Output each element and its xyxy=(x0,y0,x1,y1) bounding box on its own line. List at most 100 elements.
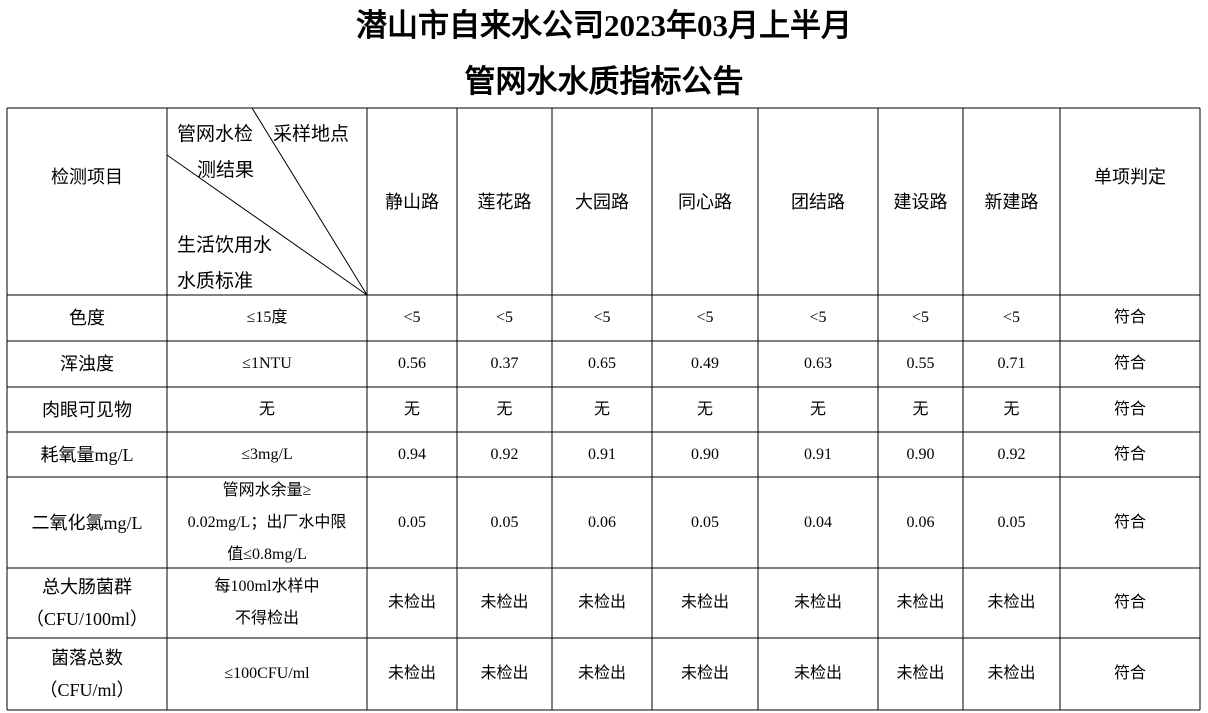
corner-text: 采样地点 xyxy=(273,124,350,145)
result: 未检出 xyxy=(457,568,552,638)
result-text: 无 xyxy=(403,400,420,418)
item: 肉眼可见物 xyxy=(7,387,167,432)
diagonal xyxy=(166,154,368,296)
location-header: 同心路 xyxy=(652,108,758,295)
result-text: 0.56 xyxy=(398,355,426,372)
verdict: 符合 xyxy=(1060,568,1200,638)
standard: 无 xyxy=(167,387,367,432)
location-header-text: 团结路 xyxy=(791,191,845,212)
result-text: 0.63 xyxy=(804,355,832,372)
item: 菌落总数 （CFU/ml） xyxy=(7,638,167,710)
result: 0.92 xyxy=(963,432,1060,477)
result: 0.94 xyxy=(367,432,457,477)
standard-text: ≤100CFU/ml xyxy=(224,665,310,682)
corner-text: 管网水检 xyxy=(177,124,254,145)
result-text: <5 xyxy=(696,309,714,326)
result-text: 未检出 xyxy=(680,665,729,682)
result-text: 未检出 xyxy=(896,594,945,611)
item-text: 耗氧量mg/L xyxy=(40,444,134,465)
result-text: 无 xyxy=(593,400,610,418)
location-header: 新建路 xyxy=(963,108,1060,295)
location-header-text: 同心路 xyxy=(678,191,732,212)
result: 0.90 xyxy=(878,432,963,477)
item-text: 总大肠菌群 xyxy=(42,577,132,597)
result: <5 xyxy=(367,295,457,341)
result: 0.05 xyxy=(367,477,457,568)
result: 0.04 xyxy=(758,477,878,568)
result: 0.05 xyxy=(963,477,1060,568)
item-text: 菌落总数 xyxy=(51,648,123,668)
result: <5 xyxy=(457,295,552,341)
diagonal xyxy=(251,107,368,296)
subtitle: 管网水水质指标公告 xyxy=(464,64,744,99)
standard: 每100ml水样中 不得检出 xyxy=(167,568,367,638)
location-header-text: 莲花路 xyxy=(477,191,532,212)
result: <5 xyxy=(758,295,878,341)
location-header: 建设路 xyxy=(878,108,963,295)
standard-text: ≤1NTU xyxy=(242,355,292,372)
result: 未检出 xyxy=(367,568,457,638)
result: 未检出 xyxy=(878,568,963,638)
result-text: 未检出 xyxy=(680,594,729,611)
result: 未检出 xyxy=(878,638,963,710)
result-text: <5 xyxy=(403,309,421,326)
result: 0.91 xyxy=(758,432,878,477)
verdict-text: 符合 xyxy=(1113,513,1146,531)
result-text: 未检出 xyxy=(387,665,436,682)
result-text: 未检出 xyxy=(793,594,842,611)
result-text: <5 xyxy=(911,309,930,326)
result: 0.71 xyxy=(963,341,1060,387)
standard: ≤100CFU/ml xyxy=(167,638,367,710)
result: 未检出 xyxy=(963,638,1060,710)
result: <5 xyxy=(878,295,963,341)
result-text: 未检出 xyxy=(793,665,842,682)
result: 未检出 xyxy=(758,638,878,710)
item: 色度 xyxy=(7,295,167,341)
result-text: 无 xyxy=(496,400,513,418)
item: 耗氧量mg/L xyxy=(7,432,167,477)
result-text: 0.90 xyxy=(691,445,719,463)
standard: 管网水余量≥ 0.02mg/L；出厂水中限 值≤0.8mg/L xyxy=(167,477,367,568)
location-header-text: 建设路 xyxy=(893,191,948,212)
result-text: 未检出 xyxy=(480,594,529,611)
result-text: 0.94 xyxy=(398,445,426,463)
location-header: 莲花路 xyxy=(457,108,552,295)
result: 无 xyxy=(367,387,457,432)
standard-text: 每100ml水样中 xyxy=(214,578,320,595)
result: 未检出 xyxy=(552,638,652,710)
standard-text: 管网水余量≥ xyxy=(222,481,312,499)
result: <5 xyxy=(963,295,1060,341)
result-text: 0.90 xyxy=(906,445,935,463)
verdict-header: 单项判定 xyxy=(1060,83,1200,270)
item: 浑浊度 xyxy=(7,341,167,387)
result-text: 0.06 xyxy=(588,513,616,531)
verdict: 符合 xyxy=(1060,432,1200,477)
result: 0.91 xyxy=(552,432,652,477)
item-text: （CFU/100ml） xyxy=(25,609,149,629)
item-text: 浑浊度 xyxy=(60,354,114,374)
result-text: 未检出 xyxy=(387,594,436,611)
location-header: 团结路 xyxy=(758,108,878,295)
verdict: 符合 xyxy=(1060,477,1200,568)
verdict-text: 符合 xyxy=(1113,400,1146,418)
result-text: 0.55 xyxy=(906,355,935,372)
result-text: 0.04 xyxy=(804,513,832,531)
result-text: 0.49 xyxy=(691,355,719,372)
result: 0.05 xyxy=(652,477,758,568)
result-text: 0.37 xyxy=(490,355,519,372)
result-text: 无 xyxy=(912,400,929,418)
result-text: <5 xyxy=(809,309,827,326)
standard-text: ≤15度 xyxy=(246,309,288,326)
location-header: 静山路 xyxy=(367,108,457,295)
result: 无 xyxy=(963,387,1060,432)
corner-text: 测结果 xyxy=(197,160,255,181)
result: 0.65 xyxy=(552,341,652,387)
result-text: 未检出 xyxy=(987,594,1036,611)
result-text: 0.05 xyxy=(490,513,519,531)
item-text: （CFU/ml） xyxy=(39,680,135,700)
standard: ≤15度 xyxy=(167,295,367,341)
item-text: 肉眼可见物 xyxy=(42,399,132,420)
standard: ≤1NTU xyxy=(167,341,367,387)
item-header-text: 检测项目 xyxy=(51,166,123,187)
